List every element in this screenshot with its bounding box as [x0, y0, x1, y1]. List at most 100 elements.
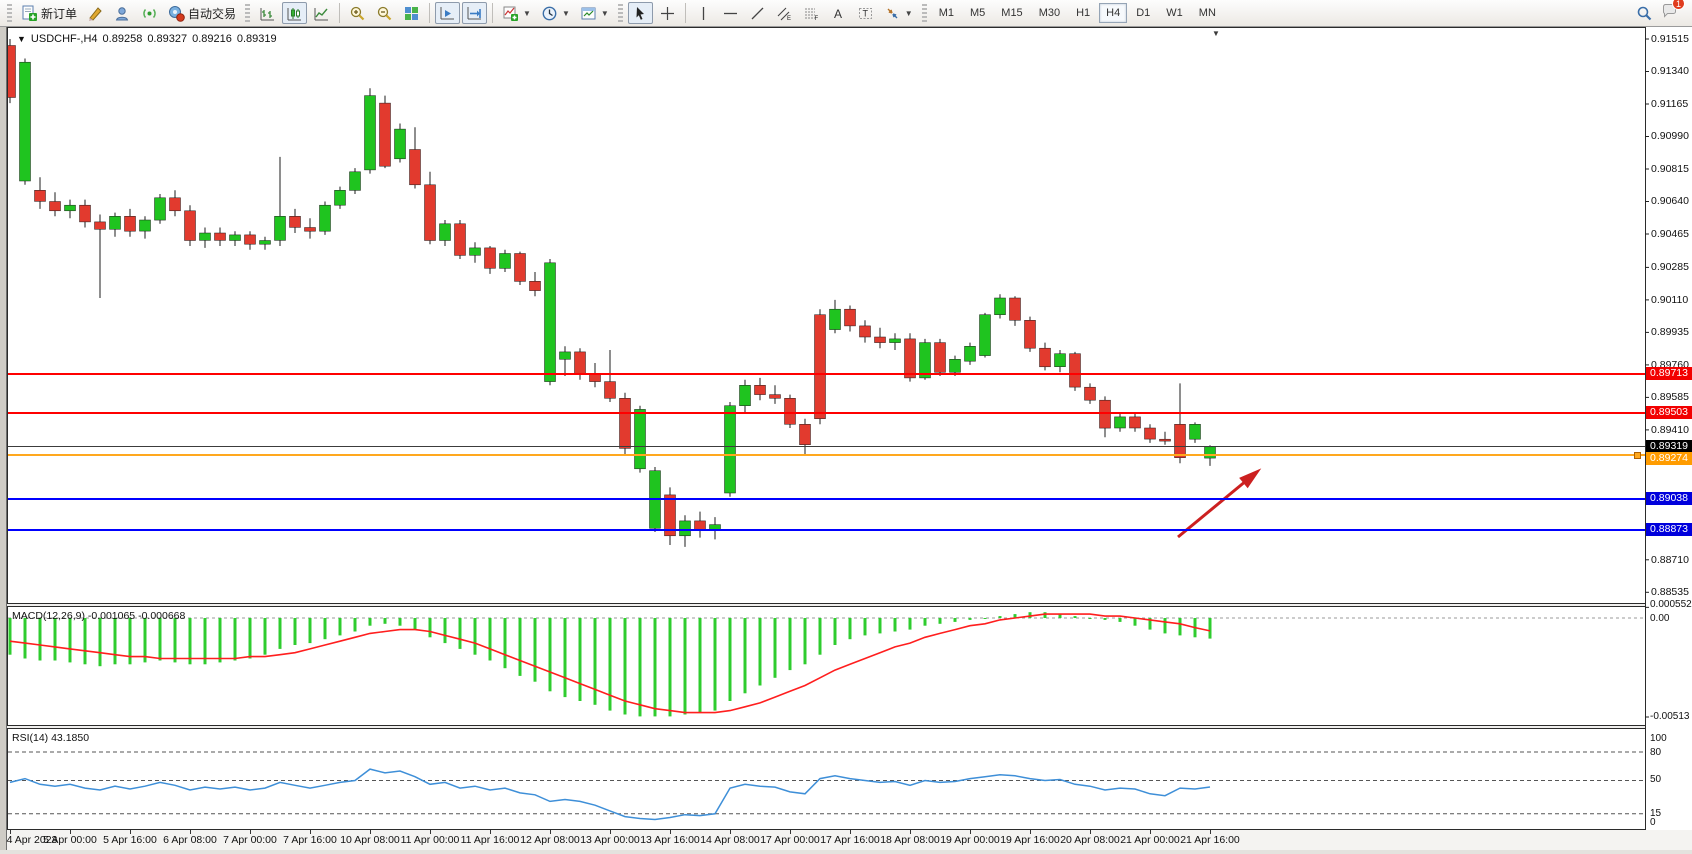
- styler-button[interactable]: [83, 2, 108, 24]
- time-tick: [490, 830, 491, 834]
- price-badge-0.89274: 0.89274: [1646, 452, 1692, 466]
- time-label: 6 Apr 08:00: [163, 834, 217, 846]
- time-label: 18 Apr 08:00: [880, 834, 940, 846]
- time-tick: [730, 830, 731, 834]
- new-order-icon: [22, 5, 37, 21]
- auto-scroll-button[interactable]: [435, 2, 461, 24]
- fibonacci-tool[interactable]: F: [799, 2, 824, 24]
- trendline-tool[interactable]: [745, 2, 770, 24]
- new-order-label: 新订单: [41, 6, 78, 21]
- search-icon[interactable]: [1636, 5, 1653, 22]
- price-badge-0.89319: 0.89319: [1646, 439, 1692, 453]
- time-tick: [970, 830, 971, 834]
- rsi-axis-50: 50: [1650, 774, 1662, 785]
- auto-trading-button[interactable]: 自动交易: [164, 2, 240, 24]
- templates-button[interactable]: ▼: [576, 2, 613, 24]
- cursor-icon: [636, 6, 644, 20]
- chart-shift-button[interactable]: [462, 2, 488, 24]
- time-label: 11 Apr 00:00: [400, 834, 460, 846]
- price-axis[interactable]: [1645, 27, 1692, 830]
- toolbar-grip[interactable]: [617, 4, 623, 22]
- toolbar-grip[interactable]: [7, 4, 12, 22]
- timeframe-w1[interactable]: W1: [1166, 7, 1183, 19]
- price-badge-0.89038: 0.89038: [1646, 491, 1692, 505]
- chart-shift-marker[interactable]: ▼: [1212, 29, 1220, 38]
- text-label-tool[interactable]: T: [853, 2, 878, 24]
- macd-axis-top: 0.000552: [1650, 599, 1692, 611]
- notifications-button[interactable]: 1: [1661, 0, 1685, 24]
- time-label: 14 Apr 08:00: [700, 834, 760, 846]
- bid-line-marker: [1634, 452, 1641, 460]
- price-tick-label: 0.89935: [1651, 326, 1689, 339]
- arrows-icon: [887, 8, 898, 18]
- timeframe-m15[interactable]: M15: [1001, 7, 1023, 19]
- time-tick: [850, 830, 851, 834]
- price-tick-label: 0.90465: [1651, 227, 1689, 240]
- signal-button[interactable]: [137, 2, 162, 24]
- crosshair-button[interactable]: [655, 2, 680, 24]
- text-label-icon: T: [858, 7, 872, 19]
- vertical-line-icon: [702, 6, 704, 20]
- time-label: 17 Apr 16:00: [820, 834, 880, 846]
- time-label: 13 Apr 00:00: [580, 834, 640, 846]
- zoom-in-button[interactable]: [345, 2, 370, 24]
- timeframe-m30[interactable]: M30: [1038, 7, 1061, 19]
- horizontal-line-0.89274[interactable]: [8, 454, 1645, 457]
- timeframe-mn[interactable]: MN: [1198, 7, 1216, 19]
- timeframe-h4[interactable]: H4: [1099, 3, 1128, 23]
- arrows-tool[interactable]: ▼: [880, 2, 917, 24]
- horizontal-line-0.89038[interactable]: [8, 497, 1645, 500]
- timeframe-m5[interactable]: M5: [970, 7, 986, 19]
- periods-button[interactable]: ▼: [537, 2, 574, 24]
- chart-shift-icon: [467, 6, 482, 19]
- macd-axis-zero: 0.00: [1650, 613, 1670, 624]
- time-tick: [10, 830, 11, 834]
- price-tick-label: 0.88535: [1651, 586, 1689, 599]
- indicators-button[interactable]: ▼: [498, 2, 535, 24]
- line-chart-button[interactable]: [309, 2, 334, 24]
- rsi-panel[interactable]: [7, 728, 1692, 830]
- horizontal-line-tool[interactable]: [718, 2, 743, 24]
- price-tick-label: 0.91515: [1651, 33, 1689, 45]
- price-tick-label: 0.90640: [1651, 195, 1689, 208]
- one-click-trading-caret[interactable]: ▼: [17, 34, 26, 44]
- horizontal-line-0.89713[interactable]: [8, 372, 1645, 375]
- time-tick: [1030, 830, 1031, 834]
- rsi-axis-80: 80: [1650, 747, 1662, 758]
- macd-panel[interactable]: [7, 606, 1692, 726]
- time-tick: [370, 830, 371, 834]
- profile-button[interactable]: [110, 2, 135, 24]
- tile-windows-button[interactable]: [399, 2, 424, 24]
- window-bottom-edge: [0, 850, 1692, 854]
- svg-text:F: F: [814, 16, 818, 22]
- candlestick-chart-button[interactable]: [282, 2, 308, 24]
- timeframe-h1[interactable]: H1: [1076, 7, 1091, 19]
- toolbar-grip[interactable]: [921, 4, 927, 22]
- price-tick-label: 0.88710: [1651, 553, 1689, 566]
- time-tick: [1210, 830, 1211, 834]
- auto-scroll-icon: [440, 6, 455, 19]
- new-order-button[interactable]: 新订单: [17, 2, 81, 24]
- equidistant-channel-tool[interactable]: E: [772, 2, 797, 24]
- rsi-axis-15: 15: [1650, 808, 1662, 819]
- price-badge-0.89713: 0.89713: [1646, 366, 1692, 380]
- bar-chart-button[interactable]: [255, 2, 280, 24]
- window-left-edge: [0, 27, 7, 850]
- timeframe-d1[interactable]: D1: [1136, 7, 1151, 19]
- timeframe-m1[interactable]: M1: [938, 7, 954, 19]
- svg-text:T: T: [862, 8, 868, 18]
- time-tick: [310, 830, 311, 834]
- price-tick-label: 0.89585: [1651, 391, 1689, 404]
- zoom-out-button[interactable]: [372, 2, 397, 24]
- trendline-icon: [751, 7, 764, 19]
- toolbar-grip[interactable]: [245, 4, 251, 22]
- vertical-line-tool[interactable]: [691, 2, 716, 24]
- time-axis[interactable]: [7, 830, 1692, 850]
- horizontal-line-0.89319[interactable]: [8, 446, 1645, 448]
- cursor-button[interactable]: [627, 2, 653, 24]
- text-tool[interactable]: A: [826, 2, 851, 24]
- horizontal-line-0.88873[interactable]: [8, 528, 1645, 531]
- horizontal-line-0.89503[interactable]: [8, 411, 1645, 414]
- main-chart-panel[interactable]: [7, 27, 1692, 604]
- price-badge-0.89503: 0.89503: [1646, 405, 1692, 419]
